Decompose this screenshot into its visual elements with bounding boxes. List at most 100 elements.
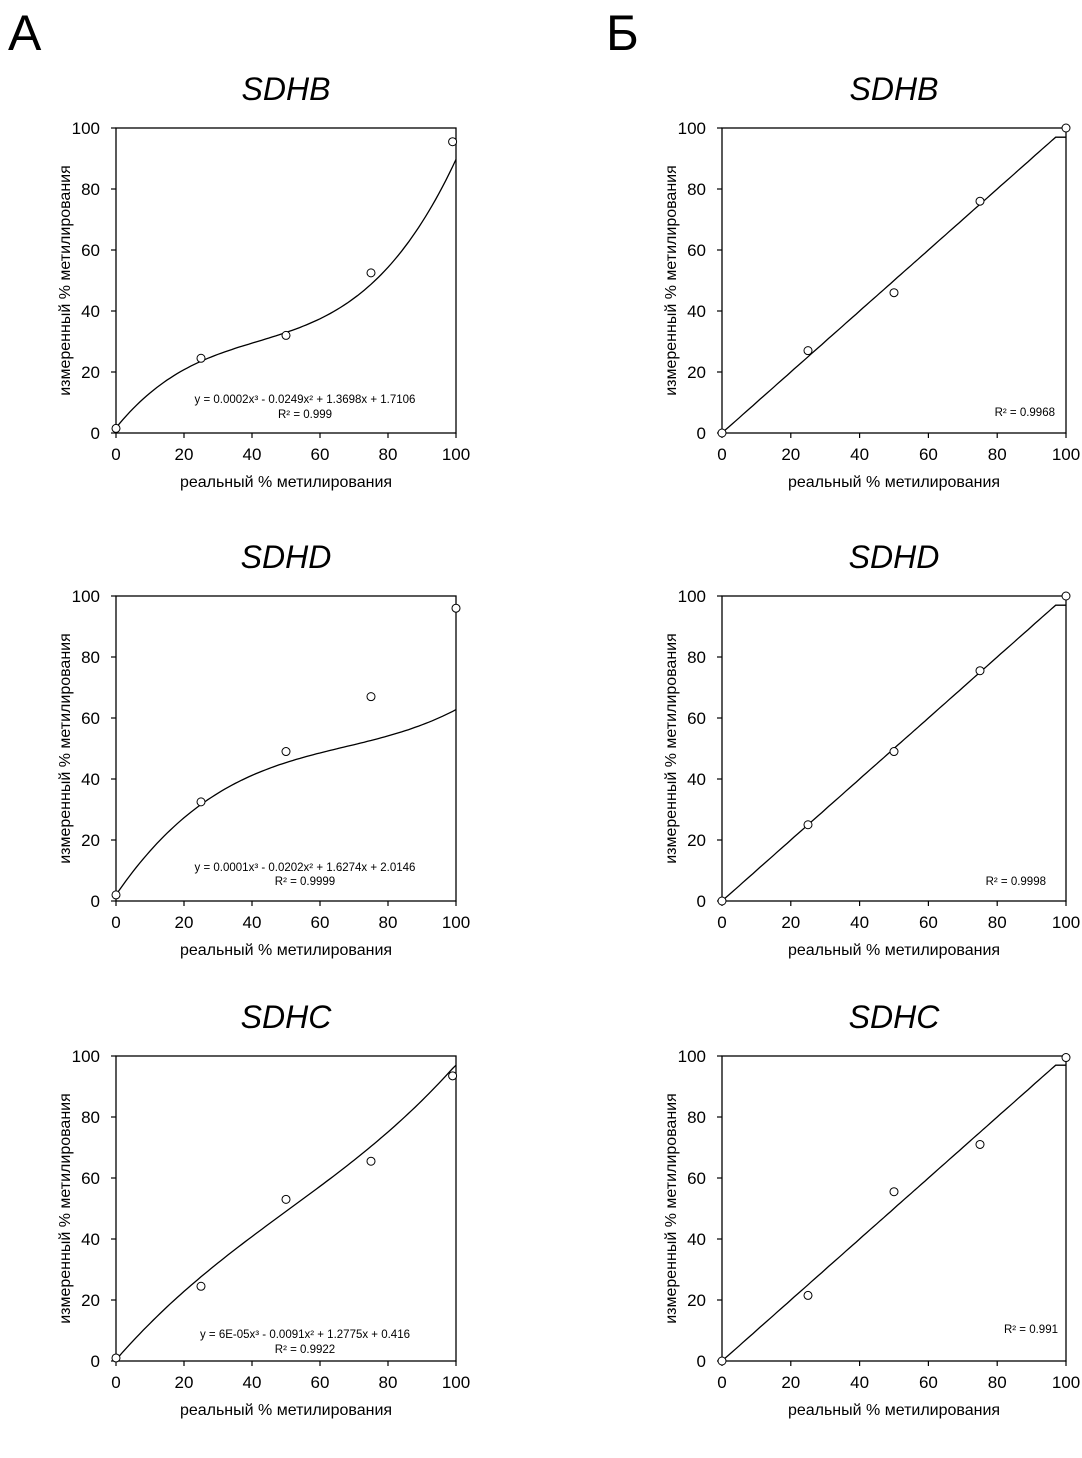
fit-line — [115, 709, 457, 896]
x-tick-label: 0 — [717, 913, 726, 932]
x-tick-label: 80 — [988, 913, 1007, 932]
fit-line — [721, 1064, 1066, 1362]
chart-title: SDHC — [241, 999, 333, 1035]
y-tick-label: 60 — [687, 241, 706, 260]
x-axis-label: реальный % метилирования — [788, 942, 1000, 959]
x-tick-label: 80 — [988, 1373, 1007, 1392]
x-tick-label: 0 — [111, 1373, 120, 1392]
x-axis-label: реальный % метилирования — [180, 474, 392, 491]
y-tick-label: 100 — [72, 119, 100, 138]
y-tick-label: 20 — [687, 1291, 706, 1310]
fit-equation: y = 0.0001x³ - 0.0202x² + 1.6274x + 2.01… — [195, 862, 416, 874]
y-axis-label: измеренный % метилирования — [663, 165, 680, 396]
data-point — [1061, 123, 1071, 133]
plot-frame — [115, 1055, 457, 1362]
chart-title: SDHD — [241, 539, 332, 575]
y-tick-label: 40 — [81, 302, 100, 321]
y-tick-label: 20 — [81, 363, 100, 382]
x-tick-label: 60 — [919, 913, 938, 932]
x-tick-label: 40 — [243, 1373, 262, 1392]
y-tick-label: 100 — [678, 119, 706, 138]
r-squared: R² = 0.999 — [278, 409, 332, 421]
chart-b-sdhd: SDHD 0 20 40 60 80 100 0 20 40 60 80 100 реальный % м… — [541, 528, 1082, 998]
y-tick-label: 0 — [697, 1352, 706, 1371]
x-tick-label: 60 — [311, 445, 330, 464]
y-tick-label: 0 — [91, 892, 100, 911]
y-axis-label: измеренный % метилирования — [57, 1093, 74, 1324]
y-tick-label: 60 — [81, 1169, 100, 1188]
chart-a-sdhd: SDHD 0 20 40 60 80 100 0 20 40 60 80 100 реальный % м… — [0, 528, 541, 998]
y-tick-label: 100 — [678, 1047, 706, 1066]
x-tick-label: 20 — [781, 445, 800, 464]
data-point — [889, 747, 899, 757]
x-tick-label: 80 — [379, 913, 398, 932]
y-tick-label: 0 — [91, 424, 100, 443]
x-tick-label: 60 — [311, 913, 330, 932]
y-tick-label: 40 — [81, 770, 100, 789]
data-point — [281, 330, 291, 340]
chart-b-sdhb: SDHB 0 20 40 60 80 100 0 20 40 60 80 100 реальный % м… — [541, 60, 1082, 530]
y-axis-label: измеренный % метилирования — [57, 633, 74, 864]
data-point — [803, 820, 813, 830]
chart-svg: SDHD 0 20 40 60 80 100 0 20 40 60 80 100 реальный % м… — [663, 539, 1080, 959]
x-tick-label: 100 — [1052, 1373, 1080, 1392]
y-tick-label: 60 — [687, 1169, 706, 1188]
data-point — [717, 896, 727, 906]
data-point — [366, 268, 376, 278]
r-squared: R² = 0.9922 — [275, 1344, 335, 1356]
x-tick-label: 40 — [850, 1373, 869, 1392]
x-tick-label: 100 — [442, 445, 470, 464]
data-point — [281, 747, 291, 757]
x-tick-label: 20 — [175, 913, 194, 932]
y-axis-label: измеренный % метилирования — [663, 1093, 680, 1324]
y-tick-label: 100 — [72, 1047, 100, 1066]
x-tick-label: 80 — [379, 445, 398, 464]
r-squared: R² = 0.9998 — [986, 876, 1046, 888]
chart-svg: SDHB 0 20 40 60 80 100 0 20 40 60 80 100 реальный % м… — [663, 71, 1080, 491]
fit-line — [115, 159, 457, 429]
y-axis-label: измеренный % метилирования — [663, 633, 680, 864]
x-tick-label: 100 — [442, 1373, 470, 1392]
x-tick-label: 60 — [919, 1373, 938, 1392]
y-tick-label: 80 — [81, 1108, 100, 1127]
chart-a-sdhb: SDHB 0 20 40 60 80 100 0 20 40 60 80 100 реальный % м… — [0, 60, 541, 530]
chart-a-sdhc: SDHC 0 20 40 60 80 100 0 20 40 60 80 100 реальный % м… — [0, 988, 541, 1458]
y-tick-label: 20 — [81, 1291, 100, 1310]
data-point — [803, 346, 813, 356]
data-point — [1061, 591, 1071, 601]
r-squared: R² = 0.9968 — [995, 407, 1055, 419]
x-tick-label: 80 — [988, 445, 1007, 464]
x-tick-label: 60 — [919, 445, 938, 464]
data-point — [366, 692, 376, 702]
chart-svg: SDHC 0 20 40 60 80 100 0 20 40 60 80 100 реальный % м… — [57, 999, 470, 1419]
x-tick-label: 40 — [850, 445, 869, 464]
plot-frame — [115, 595, 457, 902]
y-tick-label: 20 — [687, 363, 706, 382]
y-tick-label: 100 — [72, 587, 100, 606]
x-tick-label: 20 — [175, 445, 194, 464]
data-point — [196, 353, 206, 363]
y-tick-label: 0 — [697, 892, 706, 911]
y-tick-label: 80 — [687, 180, 706, 199]
y-tick-label: 80 — [687, 648, 706, 667]
x-axis-label: реальный % метилирования — [788, 1402, 1000, 1419]
y-tick-label: 80 — [81, 180, 100, 199]
data-point — [448, 137, 458, 147]
fit-equation: y = 6E-05x³ - 0.0091x² + 1.2775x + 0.416 — [200, 1329, 410, 1341]
plot-frame — [721, 1055, 1067, 1362]
fit-equation: y = 0.0002x³ - 0.0249x² + 1.3698x + 1.71… — [195, 394, 416, 406]
x-tick-label: 80 — [379, 1373, 398, 1392]
fit-line — [115, 1064, 457, 1361]
plot-frame — [115, 127, 457, 434]
data-point — [717, 428, 727, 438]
y-tick-label: 60 — [687, 709, 706, 728]
y-tick-label: 40 — [81, 1230, 100, 1249]
data-point — [366, 1156, 376, 1166]
x-tick-label: 100 — [1052, 445, 1080, 464]
chart-title: SDHC — [849, 999, 941, 1035]
x-axis-label: реальный % метилирования — [180, 942, 392, 959]
chart-svg: SDHC 0 20 40 60 80 100 0 20 40 60 80 100 реальный % м… — [663, 999, 1080, 1419]
x-tick-label: 40 — [243, 913, 262, 932]
y-tick-label: 40 — [687, 770, 706, 789]
x-tick-label: 40 — [243, 445, 262, 464]
